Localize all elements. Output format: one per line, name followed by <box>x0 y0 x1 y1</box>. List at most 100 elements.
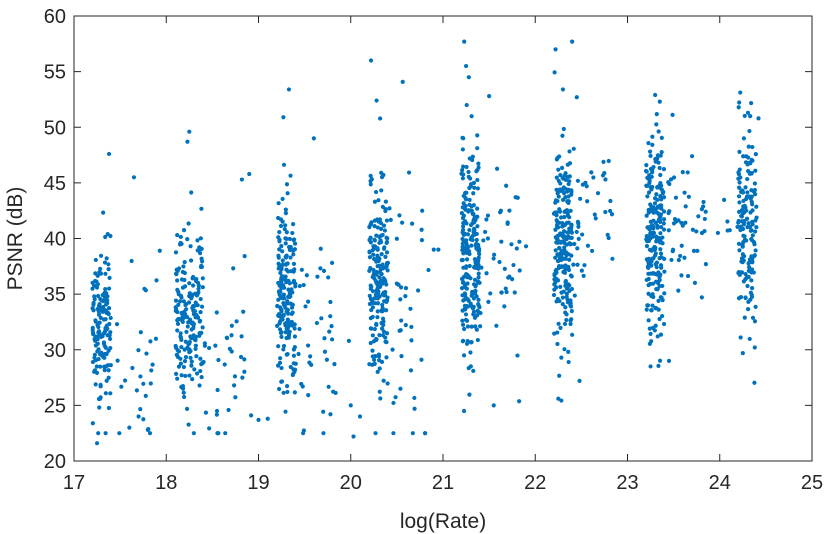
data-point <box>375 315 380 320</box>
data-point <box>570 39 575 44</box>
data-point <box>461 136 466 141</box>
data-point <box>644 213 649 218</box>
data-point <box>90 359 96 365</box>
data-point <box>461 353 467 358</box>
data-point <box>296 351 301 357</box>
data-point <box>247 171 252 177</box>
data-point <box>367 255 373 260</box>
data-point <box>608 208 613 214</box>
data-point <box>281 312 286 317</box>
data-point <box>553 255 558 260</box>
data-point <box>330 260 335 265</box>
data-point <box>372 244 378 249</box>
data-point <box>574 95 579 100</box>
data-point <box>673 219 679 224</box>
data-point <box>512 290 517 295</box>
data-point <box>290 230 295 236</box>
data-point <box>191 333 196 338</box>
data-point <box>148 381 153 386</box>
data-point <box>406 170 412 175</box>
data-point <box>523 244 529 249</box>
data-point <box>566 282 571 287</box>
data-point <box>689 154 695 159</box>
data-point <box>696 214 701 219</box>
data-point <box>649 308 654 313</box>
data-point <box>372 199 378 204</box>
data-point <box>285 352 290 357</box>
data-point <box>592 212 597 217</box>
data-point <box>661 227 667 232</box>
data-point <box>284 182 290 187</box>
data-point <box>644 169 649 174</box>
data-point <box>468 350 473 355</box>
data-point <box>384 282 389 287</box>
data-point <box>138 374 143 379</box>
data-point <box>561 256 567 261</box>
data-point <box>368 316 373 321</box>
data-point <box>371 252 376 257</box>
data-point <box>368 265 373 271</box>
data-point <box>108 330 113 335</box>
data-point <box>478 324 483 329</box>
data-point <box>494 323 499 328</box>
data-point <box>394 236 399 241</box>
data-point <box>178 361 183 366</box>
data-point <box>593 216 598 221</box>
data-point <box>368 235 373 240</box>
data-point <box>466 298 471 303</box>
data-point <box>459 286 465 291</box>
data-point <box>752 345 757 350</box>
data-point <box>740 252 745 257</box>
data-point <box>185 237 190 242</box>
data-point <box>557 209 563 214</box>
data-point <box>284 267 289 272</box>
data-point <box>357 414 363 419</box>
data-point <box>656 238 662 244</box>
data-point <box>699 295 704 300</box>
data-point <box>737 180 742 185</box>
data-point <box>580 232 585 237</box>
data-point <box>565 213 571 218</box>
data-point <box>745 307 751 312</box>
data-point <box>187 373 192 378</box>
data-point <box>372 270 377 275</box>
data-point <box>648 166 654 172</box>
data-point <box>564 291 570 296</box>
data-point <box>390 347 395 352</box>
data-point <box>462 39 467 44</box>
data-point <box>460 293 465 298</box>
data-point <box>102 351 107 357</box>
data-point <box>369 284 374 289</box>
data-point <box>655 225 660 230</box>
data-point <box>562 173 567 178</box>
data-point <box>682 255 687 260</box>
data-point <box>420 208 425 213</box>
data-point <box>589 248 595 254</box>
data-point <box>738 90 743 95</box>
data-point <box>198 236 203 241</box>
data-point <box>143 393 148 398</box>
data-point <box>376 354 382 359</box>
data-point <box>554 299 559 304</box>
data-point <box>569 188 574 193</box>
data-point <box>498 210 503 215</box>
data-point <box>469 293 474 298</box>
data-point <box>410 431 415 436</box>
data-point <box>289 311 294 317</box>
data-point <box>398 285 404 290</box>
data-point <box>659 197 664 202</box>
data-point <box>278 223 284 229</box>
data-point <box>595 191 601 196</box>
data-point <box>306 393 311 398</box>
data-point <box>461 408 467 414</box>
data-point <box>752 319 758 324</box>
data-point <box>571 146 576 151</box>
data-point <box>115 358 120 363</box>
data-point <box>277 239 282 244</box>
data-point <box>138 330 143 335</box>
data-point <box>468 222 474 228</box>
data-point <box>460 280 466 285</box>
data-point <box>281 162 287 167</box>
data-point <box>509 277 515 282</box>
data-point <box>746 268 751 273</box>
